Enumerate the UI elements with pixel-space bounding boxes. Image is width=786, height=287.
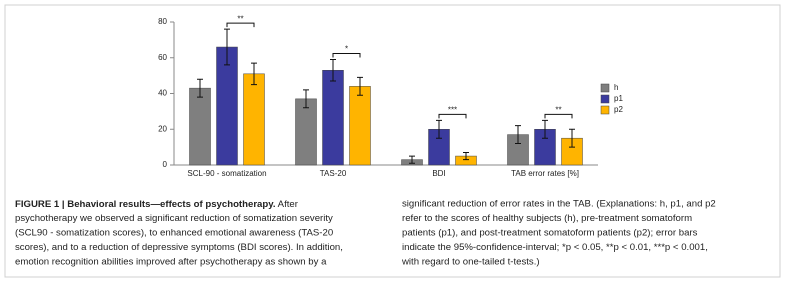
x-tick-label: TAB error rates [%] <box>511 169 579 178</box>
caption-line: with regard to one-tailed t-tests.) <box>401 257 540 268</box>
significance-label: *** <box>448 105 457 114</box>
bar <box>189 87 211 166</box>
error-bar <box>515 125 521 145</box>
legend-label: p2 <box>614 105 623 114</box>
significance-bracket <box>438 113 467 119</box>
legend-label: p1 <box>614 94 623 103</box>
caption-line: patients (p1), and post-treatment somato… <box>402 228 698 239</box>
y-tick-label: 20 <box>158 124 167 133</box>
bar <box>243 73 265 166</box>
significance-label: ** <box>555 105 561 114</box>
legend-label: h <box>614 83 618 92</box>
y-tick-label: 40 <box>158 89 167 98</box>
error-bar <box>569 128 575 148</box>
error-bar <box>224 28 230 66</box>
error-bar <box>357 76 363 96</box>
caption-line: After <box>276 199 299 210</box>
caption-title: FIGURE 1 | Behavioral results—effects of… <box>15 199 276 210</box>
legend-swatch <box>600 94 610 104</box>
caption-line: psychotherapy we observed a significant … <box>15 213 333 224</box>
error-bar <box>303 89 309 109</box>
caption-line: indicate the 95%-confidence-interval; *p… <box>402 242 708 253</box>
error-bar <box>436 119 442 139</box>
significance-bracket <box>226 22 255 28</box>
error-bar <box>542 119 548 139</box>
error-bar <box>409 155 415 164</box>
significance-bracket <box>544 113 573 119</box>
figure-border <box>4 4 781 278</box>
x-tick-label: SCL-90 - somatization <box>187 169 266 178</box>
legend-swatch <box>600 105 610 115</box>
significance-bracket <box>332 53 361 58</box>
x-tick-label: TAS-20 <box>320 169 347 178</box>
y-tick-label: 60 <box>158 53 167 62</box>
error-bar <box>463 151 469 161</box>
caption-line: (SCL90 - somatization scores), to enhanc… <box>15 228 333 239</box>
legend-swatch <box>600 83 610 93</box>
error-bar <box>251 62 257 86</box>
significance-label: ** <box>237 14 243 23</box>
caption-first-line: FIGURE 1 | Behavioral results—effects of… <box>15 199 299 210</box>
significance-label: * <box>345 45 348 54</box>
caption-line: scores), and to a reduction of depressiv… <box>15 242 343 253</box>
bar <box>349 86 371 166</box>
y-tick-label: 0 <box>163 160 168 169</box>
error-bar <box>197 78 203 98</box>
bar <box>322 70 344 166</box>
caption-line: refer to the scores of healthy subjects … <box>402 213 692 224</box>
error-bar <box>330 59 336 82</box>
x-tick-label: BDI <box>432 169 445 178</box>
bar <box>295 98 317 166</box>
y-tick-label: 80 <box>158 17 167 26</box>
caption-line: emotion recognition abilities improved a… <box>15 257 327 268</box>
caption-line: significant reduction of error rates in … <box>402 199 716 210</box>
